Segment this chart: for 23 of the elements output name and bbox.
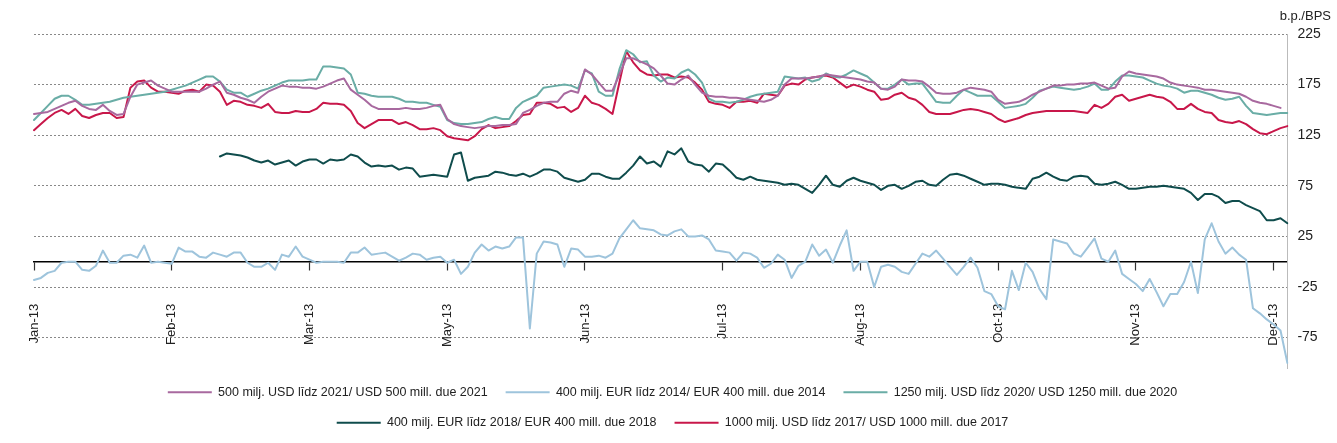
y-tick-label: 225 (1297, 24, 1321, 41)
x-tick-label: Jan-13 (25, 303, 41, 344)
y-tick-label: 75 (1297, 176, 1314, 193)
x-tick-label: Feb-13 (163, 303, 179, 345)
legend-label: 400 milj. EUR līdz 2014/ EUR 400 mill. due 2014 (555, 384, 826, 399)
x-tick-label: May-13 (438, 303, 454, 348)
y-tick-label: -75 (1297, 328, 1318, 345)
x-tick-label: Nov-13 (1127, 303, 1143, 346)
x-tick-label: Jun-13 (576, 303, 592, 344)
legend-label: 1250 milj. USD līdz 2020/ USD 1250 mill. due 2020 (893, 384, 1178, 399)
x-tick-label: Dec-13 (1265, 303, 1281, 346)
y-tick-label: 125 (1297, 126, 1321, 143)
y-axis-title: b.p./BPS (1279, 7, 1332, 23)
legend-label: 400 milj. EUR līdz 2018/ EUR 400 mill. due 2018 (386, 415, 657, 430)
x-tick-label: Oct-13 (989, 303, 1005, 343)
x-tick-label: Jul-13 (714, 303, 730, 340)
y-tick-label: 175 (1297, 75, 1321, 92)
x-tick-label: Aug-13 (852, 303, 867, 346)
x-tick-label: Mar-13 (301, 303, 317, 345)
y-tick-label: -25 (1297, 277, 1318, 294)
y-tick-label: 25 (1297, 227, 1314, 244)
legend-label: 1000 milj. USD līdz 2017/ USD 1000 mill. due 2017 (724, 415, 1009, 430)
legend-label: 500 milj. USD līdz 2021/ USD 500 mill. due 2021 (218, 384, 488, 399)
